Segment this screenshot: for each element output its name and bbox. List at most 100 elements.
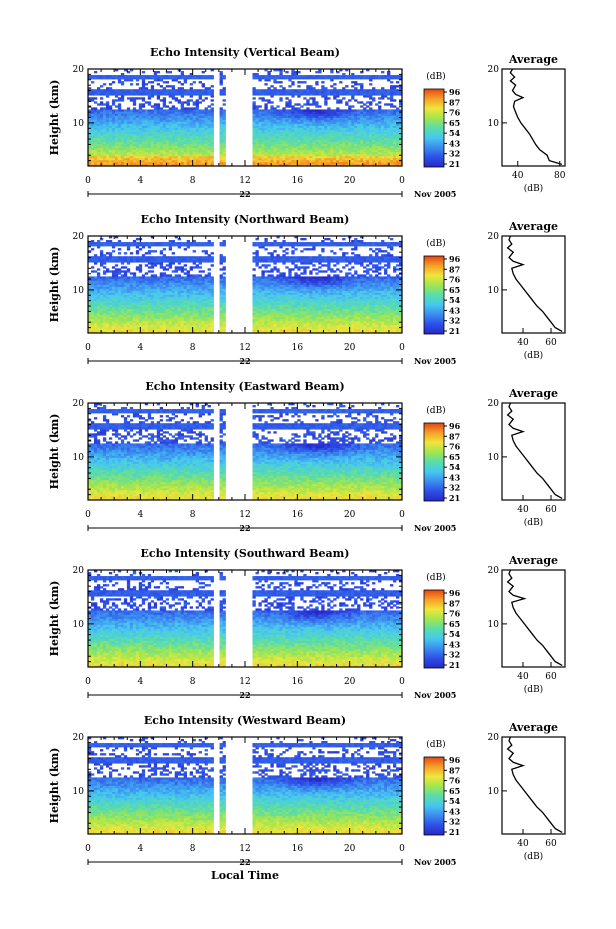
heatmap-cell <box>318 156 321 158</box>
heatmap-cell <box>372 150 375 152</box>
heatmap-cell <box>151 319 154 321</box>
heatmap-cell <box>115 311 118 313</box>
heatmap-cell <box>91 315 94 317</box>
heatmap-cell <box>136 111 139 113</box>
heatmap-cell <box>327 89 330 91</box>
heatmap-cell <box>121 305 124 307</box>
heatmap-cell <box>282 319 285 321</box>
heatmap-cell <box>387 120 390 122</box>
heatmap-cell <box>363 124 366 126</box>
heatmap-cell <box>103 138 106 140</box>
heatmap-cell <box>166 124 169 126</box>
heatmap-cell <box>208 309 211 311</box>
heatmap-cell <box>258 144 261 146</box>
heatmap-cell <box>330 91 333 93</box>
heatmap-cell <box>211 162 214 164</box>
heatmap-cell <box>181 75 184 77</box>
heatmap-cell <box>366 93 369 95</box>
heatmap-cell <box>303 160 306 162</box>
heatmap-cell <box>187 101 190 103</box>
avg-y-tick-label: 10 <box>488 119 500 129</box>
heatmap-cell <box>145 148 148 150</box>
heatmap-cell <box>297 128 300 130</box>
heatmap-cell <box>130 111 133 113</box>
heatmap-cell <box>255 124 258 126</box>
heatmap-cell <box>276 311 279 313</box>
heatmap-cell <box>279 75 282 77</box>
average-profile: Average201040 80(dB) <box>488 53 566 194</box>
heatmap-cell <box>378 307 381 309</box>
heatmap-cell <box>169 75 172 77</box>
heatmap-cell <box>330 152 333 154</box>
heatmap-cell <box>252 150 255 152</box>
heatmap-cell <box>205 128 208 130</box>
heatmap-cell <box>94 126 97 128</box>
heatmap-cell <box>223 130 226 132</box>
heatmap-cell <box>160 307 163 309</box>
heatmap-cell <box>208 130 211 132</box>
heatmap-cell <box>270 317 273 319</box>
heatmap-cell <box>91 160 94 162</box>
heatmap-cell <box>255 122 258 124</box>
heatmap-cell <box>351 317 354 319</box>
heatmap-cell <box>270 95 273 97</box>
heatmap-cell <box>148 126 151 128</box>
heatmap-cell <box>351 105 354 107</box>
heatmap-cell <box>366 105 369 107</box>
heatmap-cell <box>157 136 160 138</box>
heatmap-cell <box>327 111 330 113</box>
heatmap-cell <box>357 150 360 152</box>
heatmap-cell <box>294 323 297 325</box>
heatmap-cell <box>97 152 100 154</box>
heatmap-cell <box>297 120 300 122</box>
heatmap-cell <box>94 321 97 323</box>
heatmap-cell <box>312 156 315 158</box>
heatmap-cell <box>112 307 115 309</box>
heatmap-cell <box>220 115 223 117</box>
heatmap-cell <box>166 146 169 148</box>
heatmap-cell <box>223 87 226 89</box>
heatmap-cell <box>178 111 181 113</box>
heatmap-cell <box>357 140 360 142</box>
heatmap-cell <box>375 138 378 140</box>
heatmap-cell <box>288 156 291 158</box>
heatmap-cell <box>205 113 208 115</box>
heatmap-cell <box>291 138 294 140</box>
heatmap-cell <box>97 93 100 95</box>
heatmap-cell <box>291 309 294 311</box>
heatmap-cell <box>196 120 199 122</box>
heatmap-cell <box>267 140 270 142</box>
heatmap-cell <box>285 136 288 138</box>
heatmap-cell <box>321 109 324 111</box>
heatmap-cell <box>336 75 339 77</box>
heatmap-cell <box>175 142 178 144</box>
heatmap-cell <box>258 118 261 120</box>
heatmap-cell <box>124 154 127 156</box>
heatmap-cell <box>396 325 399 327</box>
heatmap-cell <box>366 146 369 148</box>
heatmap-cell <box>112 150 115 152</box>
heatmap-cell <box>169 319 172 321</box>
heatmap-cell <box>273 325 276 327</box>
heatmap-cell <box>145 305 148 307</box>
heatmap-cell <box>145 146 148 148</box>
heatmap-cell <box>264 144 267 146</box>
heatmap-cell <box>151 140 154 142</box>
heatmap-cell <box>312 120 315 122</box>
heatmap-cell <box>300 158 303 160</box>
heatmap-cell <box>142 309 145 311</box>
heatmap-cell <box>205 134 208 136</box>
heatmap-cell <box>175 323 178 325</box>
heatmap-cell <box>321 323 324 325</box>
heatmap-cell <box>270 311 273 313</box>
heatmap-cell <box>106 107 109 109</box>
heatmap-cell <box>309 75 312 77</box>
heatmap-cell <box>94 329 97 331</box>
heatmap-cell <box>285 156 288 158</box>
heatmap-cell <box>360 323 363 325</box>
heatmap-cell <box>157 79 160 81</box>
heatmap-cell <box>202 124 205 126</box>
heatmap-cell <box>115 126 118 128</box>
heatmap-cell <box>258 146 261 148</box>
heatmap-cell <box>106 122 109 124</box>
